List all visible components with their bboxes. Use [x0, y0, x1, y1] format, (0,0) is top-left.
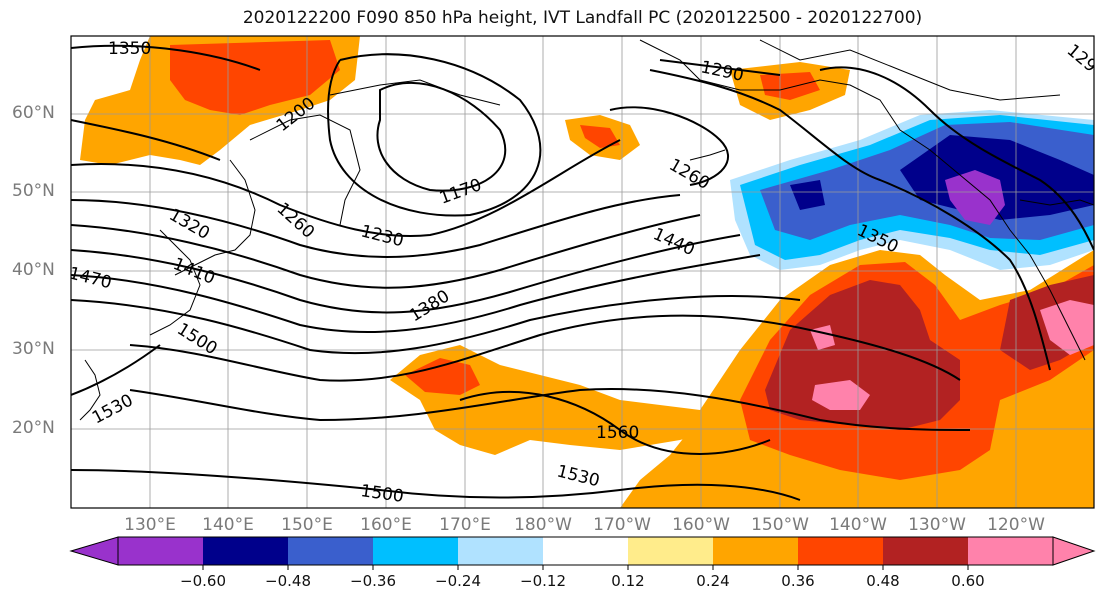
colorbar-swatch: [798, 537, 883, 565]
ivt-red-blob-central-pacific: [405, 358, 480, 395]
lat-label-20n: 20°N: [12, 418, 55, 438]
colorbar-swatch: [968, 537, 1053, 565]
colorbar-swatch: [118, 537, 203, 565]
colorbar-swatch: [543, 537, 628, 565]
colorbar-tick-label: −0.36: [350, 572, 396, 590]
colorbar-tick-label: 0.36: [781, 572, 815, 590]
lon-label: 120°W: [987, 515, 1045, 535]
colorbar-tick-label: −0.12: [520, 572, 566, 590]
lon-label: 140°E: [202, 515, 254, 535]
map-title: 2020122200 F090 850 hPa height, IVT Land…: [242, 8, 923, 28]
colorbar-swatch: [373, 537, 458, 565]
colorbar: [69, 536, 1096, 570]
colorbar-arrow-left: [69, 536, 119, 566]
contour-label: 1560: [596, 423, 639, 443]
colorbar-swatch: [288, 537, 373, 565]
colorbar-tick-label: −0.24: [435, 572, 481, 590]
ivt-red-blob-kamchatka: [580, 125, 620, 148]
colorbar-swatch: [713, 537, 798, 565]
lon-label: 130°E: [124, 515, 176, 535]
lon-label: 140°W: [829, 515, 887, 535]
lat-label-30n: 30°N: [12, 339, 55, 359]
lon-label: 160°W: [672, 515, 730, 535]
ivt-navy-area: [790, 135, 1094, 220]
colorbar-tick-label: 0.24: [696, 572, 730, 590]
colorbar-arrow-right: [1052, 536, 1096, 566]
lon-label: 170°E: [439, 515, 491, 535]
contour-label: 1350: [108, 39, 151, 59]
lon-label: 130°W: [908, 515, 966, 535]
colorbar-tick-label: 0.48: [866, 572, 900, 590]
ivt-red-area-northwest: [170, 40, 340, 115]
lon-label: 170°W: [593, 515, 651, 535]
colorbar-tick-label: 0.12: [611, 572, 645, 590]
coastlines: [79, 39, 1094, 421]
ivt-red-blob-alaska: [760, 72, 820, 100]
colorbar-tick-label: 0.60: [951, 572, 985, 590]
colorbar-swatch: [203, 537, 288, 565]
colorbar-tick-label: −0.60: [180, 572, 226, 590]
lat-label-60n: 60°N: [12, 103, 55, 123]
lat-label-40n: 40°N: [12, 260, 55, 280]
graticule: [71, 36, 1094, 508]
map-frame: [70, 35, 1095, 509]
height-contours: [71, 44, 1094, 501]
colorbar-swatch: [628, 537, 713, 565]
ivt-pink-area-east-pacific: [810, 300, 1094, 410]
lon-label: 160°E: [360, 515, 412, 535]
colorbar-swatch: [458, 537, 543, 565]
lat-label-50n: 50°N: [12, 181, 55, 201]
colorbar-swatch: [883, 537, 968, 565]
lon-label: 180°W: [514, 515, 572, 535]
colorbar-tick-label: −0.48: [265, 572, 311, 590]
lon-label: 150°E: [281, 515, 333, 535]
ivt-purple-area: [945, 170, 1005, 225]
lon-label: 150°W: [751, 515, 809, 535]
